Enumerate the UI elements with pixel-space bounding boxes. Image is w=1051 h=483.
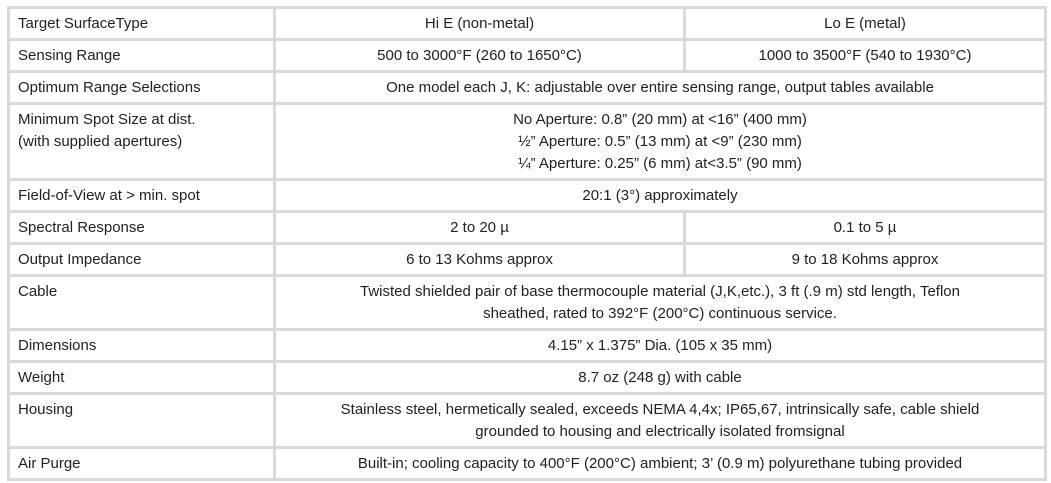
hi-e-value: 500 to 3000°F (260 to 1650°C) — [273, 38, 686, 73]
table-row: Cable Twisted shielded pair of base ther… — [7, 274, 1047, 331]
row-value: Stainless steel, hermetically sealed, ex… — [273, 392, 1047, 449]
row-value: No Aperture: 0.8” (20 mm) at <16” (400 m… — [273, 102, 1047, 181]
lo-e-header: Lo E (metal) — [683, 6, 1047, 41]
table-row: Spectral Response 2 to 20 µ 0.1 to 5 µ — [7, 210, 1047, 245]
row-label: Minimum Spot Size at dist. (with supplie… — [7, 102, 276, 181]
table-row: Dimensions 4.15” x 1.375” Dia. (105 x 35… — [7, 328, 1047, 363]
value-line: No Aperture: 0.8” (20 mm) at <16” (400 m… — [513, 111, 807, 128]
lo-e-value: 1000 to 3500°F (540 to 1930°C) — [683, 38, 1047, 73]
row-label: Field-of-View at > min. spot — [7, 178, 276, 213]
row-value: 4.15” x 1.375” Dia. (105 x 35 mm) — [273, 328, 1047, 363]
lo-e-value: 9 to 18 Kohms approx — [683, 242, 1047, 277]
table-header-row: Target SurfaceType Hi E (non-metal) Lo E… — [7, 6, 1047, 41]
table-row: Housing Stainless steel, hermetically se… — [7, 392, 1047, 449]
table-row: Air Purge Built-in; cooling capacity to … — [7, 446, 1047, 481]
table-row: Output Impedance 6 to 13 Kohms approx 9 … — [7, 242, 1047, 277]
row-value: One model each J, K: adjustable over ent… — [273, 70, 1047, 105]
row-label: Spectral Response — [7, 210, 276, 245]
specifications-table: Target SurfaceType Hi E (non-metal) Lo E… — [7, 6, 1047, 481]
row-value: 8.7 oz (248 g) with cable — [273, 360, 1047, 395]
value-line: sheathed, rated to 392°F (200°C) continu… — [483, 305, 837, 322]
row-label: Sensing Range — [7, 38, 276, 73]
row-label: Dimensions — [7, 328, 276, 363]
row-label: Output Impedance — [7, 242, 276, 277]
row-value: Built-in; cooling capacity to 400°F (200… — [273, 446, 1047, 481]
hi-e-header: Hi E (non-metal) — [273, 6, 686, 41]
table-row: Minimum Spot Size at dist. (with supplie… — [7, 102, 1047, 181]
row-label: Housing — [7, 392, 276, 449]
lo-e-value: 0.1 to 5 µ — [683, 210, 1047, 245]
table-row: Weight 8.7 oz (248 g) with cable — [7, 360, 1047, 395]
row-label: Air Purge — [7, 446, 276, 481]
row-label: Target SurfaceType — [7, 6, 276, 41]
row-label: Weight — [7, 360, 276, 395]
value-line: grounded to housing and electrically iso… — [475, 423, 845, 440]
table-row: Field-of-View at > min. spot 20:1 (3°) a… — [7, 178, 1047, 213]
row-value: 20:1 (3°) approximately — [273, 178, 1047, 213]
label-line: Minimum Spot Size at dist. — [18, 111, 196, 128]
value-line: ½” Aperture: 0.5” (13 mm) at <9” (230 mm… — [518, 133, 802, 150]
table-row: Sensing Range 500 to 3000°F (260 to 1650… — [7, 38, 1047, 73]
hi-e-value: 6 to 13 Kohms approx — [273, 242, 686, 277]
table-row: Optimum Range Selections One model each … — [7, 70, 1047, 105]
value-line: ¼” Aperture: 0.25” (6 mm) at<3.5” (90 mm… — [518, 155, 802, 172]
row-label: Cable — [7, 274, 276, 331]
value-line: Twisted shielded pair of base thermocoup… — [359, 283, 960, 300]
row-value: Twisted shielded pair of base thermocoup… — [273, 274, 1047, 331]
label-line: (with supplied apertures) — [18, 133, 183, 150]
value-line: Stainless steel, hermetically sealed, ex… — [340, 401, 980, 418]
hi-e-value: 2 to 20 µ — [273, 210, 686, 245]
row-label: Optimum Range Selections — [7, 70, 276, 105]
